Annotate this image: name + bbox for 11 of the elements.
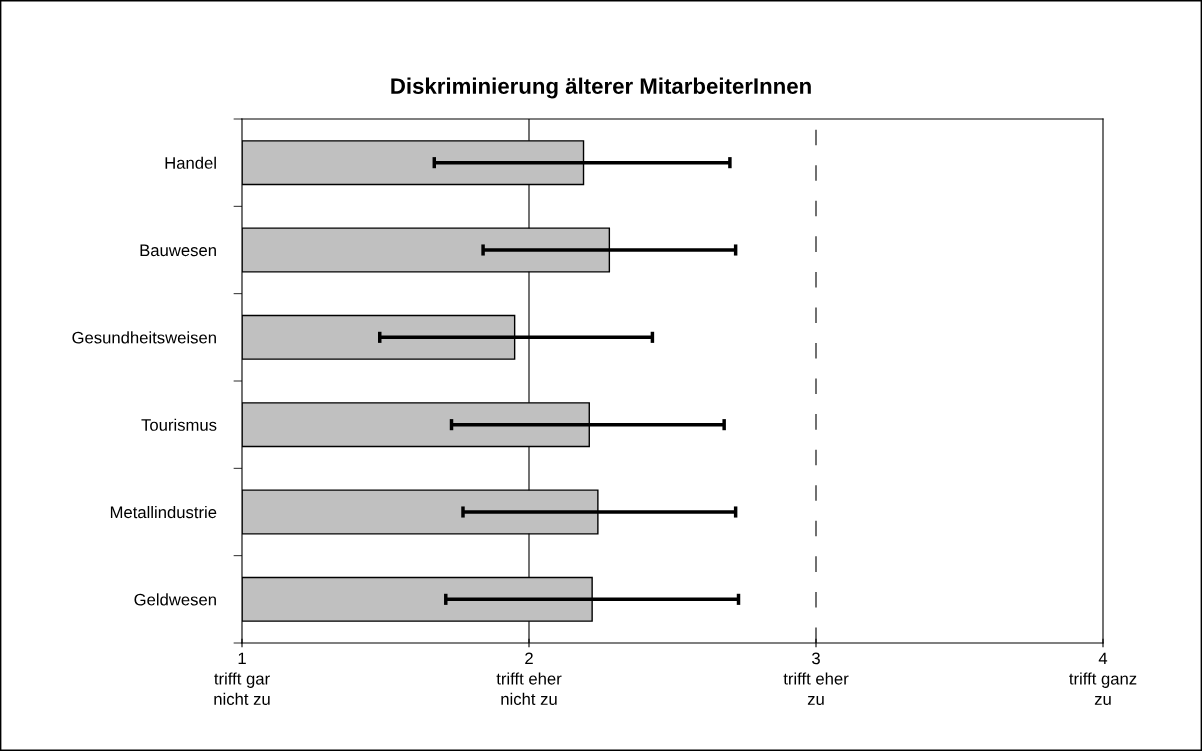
y-tick-label: Geldwesen	[134, 593, 216, 606]
x-tick-label: 2 trifft eher nicht zu	[496, 652, 562, 706]
y-tick-label: Gesundheitsweisen	[72, 331, 216, 344]
y-tick-label: Bauwesen	[140, 244, 216, 257]
x-tick-label: 4 trifft ganz zu	[1069, 652, 1137, 706]
y-tick-label: Metallindustrie	[110, 505, 217, 519]
y-tick-label: Tourismus	[141, 418, 217, 431]
y-tick-label: Handel	[165, 156, 216, 169]
x-tick-label: 3 trifft eher zu	[783, 652, 849, 706]
chart-title: Diskriminierung älterer MitarbeiterInnen	[391, 77, 811, 99]
x-tick-label: 1 trifft gar nicht zu	[214, 652, 270, 706]
